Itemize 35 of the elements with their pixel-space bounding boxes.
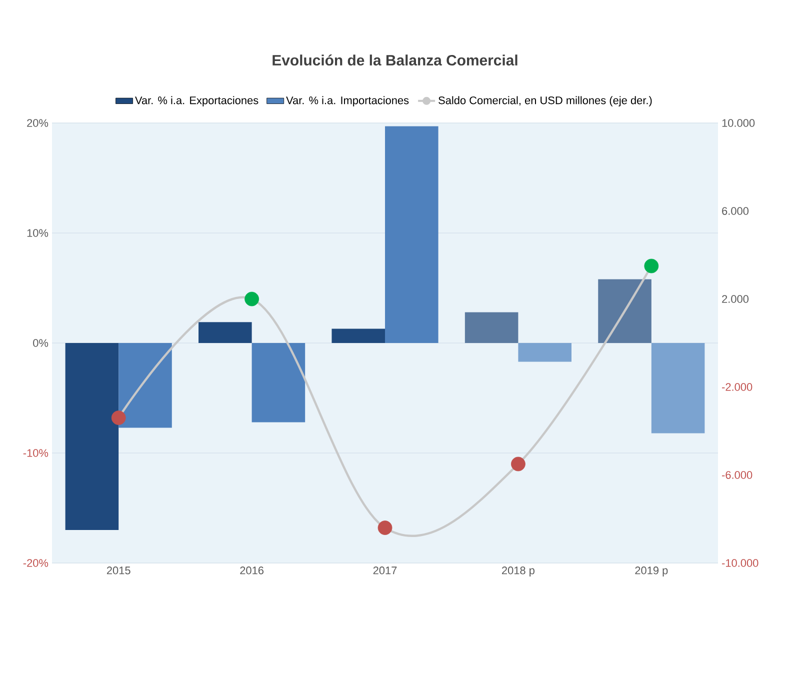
point — [111, 410, 126, 425]
y2-tick-label: 6.000 — [722, 207, 749, 215]
y-tick-label: 20% — [27, 119, 48, 127]
point — [244, 292, 260, 306]
legend-label: Var. % i.a. Exportaciones — [135, 96, 258, 106]
legend-label: Saldo Comercial, en USD millones (eje der.) — [438, 96, 652, 106]
bar — [651, 343, 705, 434]
y-tick-label: 10% — [27, 229, 48, 237]
y2-tick-label: -10.000 — [722, 559, 758, 567]
bar — [464, 312, 518, 343]
bar — [598, 279, 652, 343]
x-tick-label: 2015 — [106, 566, 130, 574]
x-tick-label: 2019 p — [635, 566, 668, 576]
bar — [332, 328, 386, 343]
point — [511, 456, 526, 472]
y-tick-label: -10% — [23, 449, 48, 457]
chart-title: Evolución de la Balanza Comercial — [272, 54, 518, 66]
legend-label: Var. % i.a. Importaciones — [286, 96, 409, 106]
y2-tick-label: 2.000 — [722, 295, 749, 303]
y2-tick-label: -2.000 — [722, 383, 752, 391]
x-tick-label: 2016 — [240, 566, 264, 574]
x-tick-label: 2017 — [373, 566, 397, 574]
bar — [518, 343, 572, 362]
y-tick-label: -20% — [23, 559, 48, 567]
y-tick-label: 0% — [33, 339, 48, 347]
bar — [252, 343, 306, 422]
point — [378, 520, 392, 535]
y2-tick-label: -6.000 — [722, 471, 752, 479]
x-tick-label: 2018 p — [502, 566, 534, 576]
bar — [198, 322, 252, 343]
point — [644, 258, 659, 274]
bar — [118, 343, 172, 428]
bar — [65, 343, 119, 530]
bar — [385, 126, 438, 343]
y2-tick-label: 10.000 — [722, 119, 755, 127]
